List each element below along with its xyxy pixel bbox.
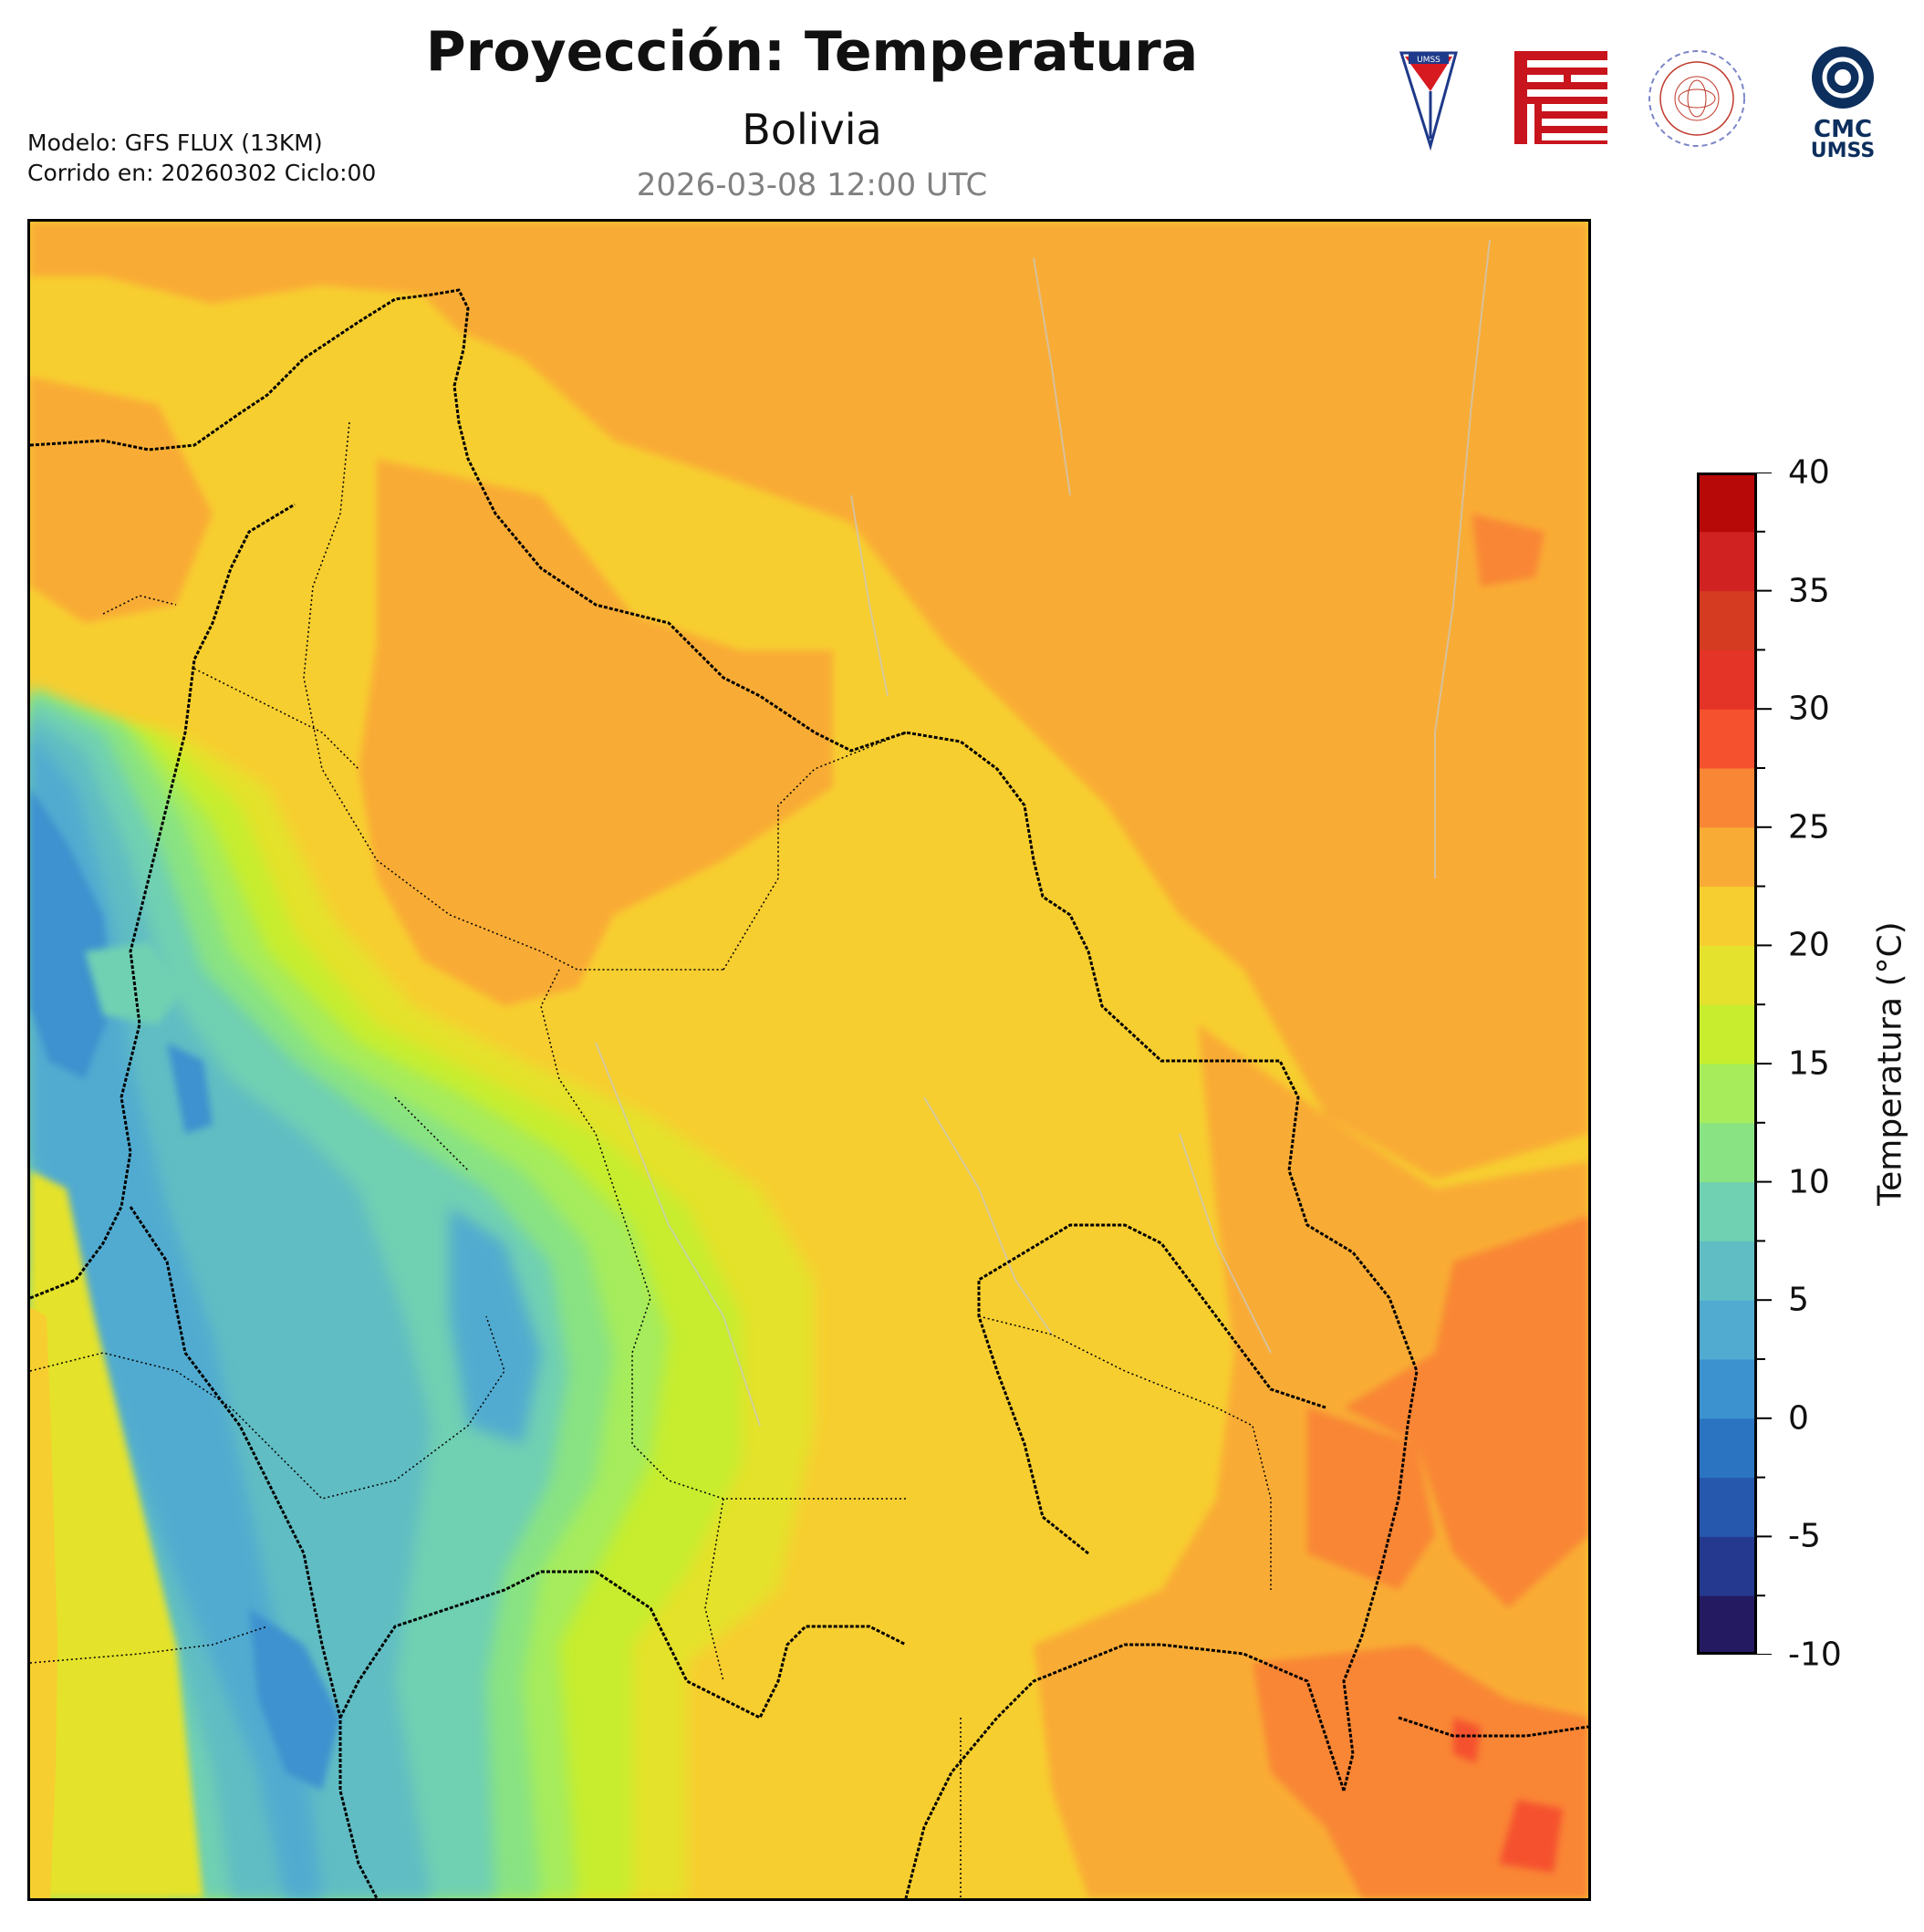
rivers [595,239,1491,1427]
umss-shield-logo: UMSS [1399,51,1458,151]
colorbar-swatch [1697,768,1757,828]
red-maze-logo [1514,51,1607,144]
temp-band-25-28 [1253,514,1588,1898]
colorbar-tick-label: 5 [1788,1281,1809,1319]
colorbar-swatch [1697,826,1757,888]
region-name: Bolivia [742,105,882,154]
colorbar-swatch [1697,1241,1757,1301]
colorbar-swatch [1697,1418,1757,1479]
colorbar-swatch [1697,945,1757,1005]
colorbar-swatch [1697,1181,1757,1241]
colorbar-swatch [1697,590,1757,650]
departamento-fisica-seal [1648,50,1745,147]
temperature-map [27,219,1591,1901]
temp-band-28-30 [1453,1718,1563,1873]
colorbar-swatch [1697,1004,1757,1065]
department-borders [30,421,1272,1898]
colorbar-swatch [1697,649,1757,710]
umss-logo-text: UMSS [1417,56,1440,65]
cmc-umss-logo: CMC UMSS [1811,47,1875,162]
colorbar-tick-label: 10 [1788,1163,1830,1201]
colorbar-swatch [1697,1122,1757,1183]
colorbar-swatch [1697,1300,1757,1360]
model-info: Modelo: GFS FLUX (13KM) Corrido en: 2026… [27,128,376,188]
colorbar-tick-label: 20 [1788,926,1830,964]
colorbar-swatch [1697,531,1757,592]
country-borders [30,288,1588,1898]
colorbar-ticks [1757,472,1867,1656]
colorbar-swatch [1697,1359,1757,1419]
svg-text:UMSS: UMSS [1811,140,1875,160]
colorbar-swatch [1697,709,1757,769]
colorbar-tick-label: 15 [1788,1044,1830,1083]
colorbar-tick-label: 30 [1788,690,1830,728]
colorbar-tick-label: 25 [1788,808,1830,847]
run-line: Corrido en: 20260302 Ciclo:00 [27,160,377,186]
svg-text:CMC: CMC [1814,116,1872,143]
colorbar-tick-label: -10 [1788,1636,1842,1674]
colorbar-swatch [1697,1064,1757,1124]
colorbar [1697,473,1757,1656]
valid-time: 2026-03-08 12:00 UTC [636,167,988,203]
colorbar-title: Temperatura (°C) [1871,921,1909,1206]
colorbar-tick-label: 0 [1788,1399,1809,1438]
model-line: Modelo: GFS FLUX (13KM) [27,130,323,156]
temp-band-0-2 [30,787,340,1791]
pacific-coast [30,1307,57,1898]
logo-bar: UMSS CMC UMSS [1396,36,1907,162]
colorbar-swatch [1697,1595,1757,1656]
colorbar-swatch [1697,1477,1757,1537]
colorbar-tick-label: 40 [1788,453,1830,492]
colorbar-tick-label: -5 [1788,1517,1821,1555]
coastal-strip [30,1170,203,1898]
colorbar-swatch [1697,473,1757,533]
colorbar-tick-label: 35 [1788,572,1830,610]
colorbar-swatch [1697,1536,1757,1596]
map-title: Proyección: Temperatura [425,20,1199,84]
colorbar-swatch [1697,886,1757,946]
colorbar-border [1697,473,1757,1655]
